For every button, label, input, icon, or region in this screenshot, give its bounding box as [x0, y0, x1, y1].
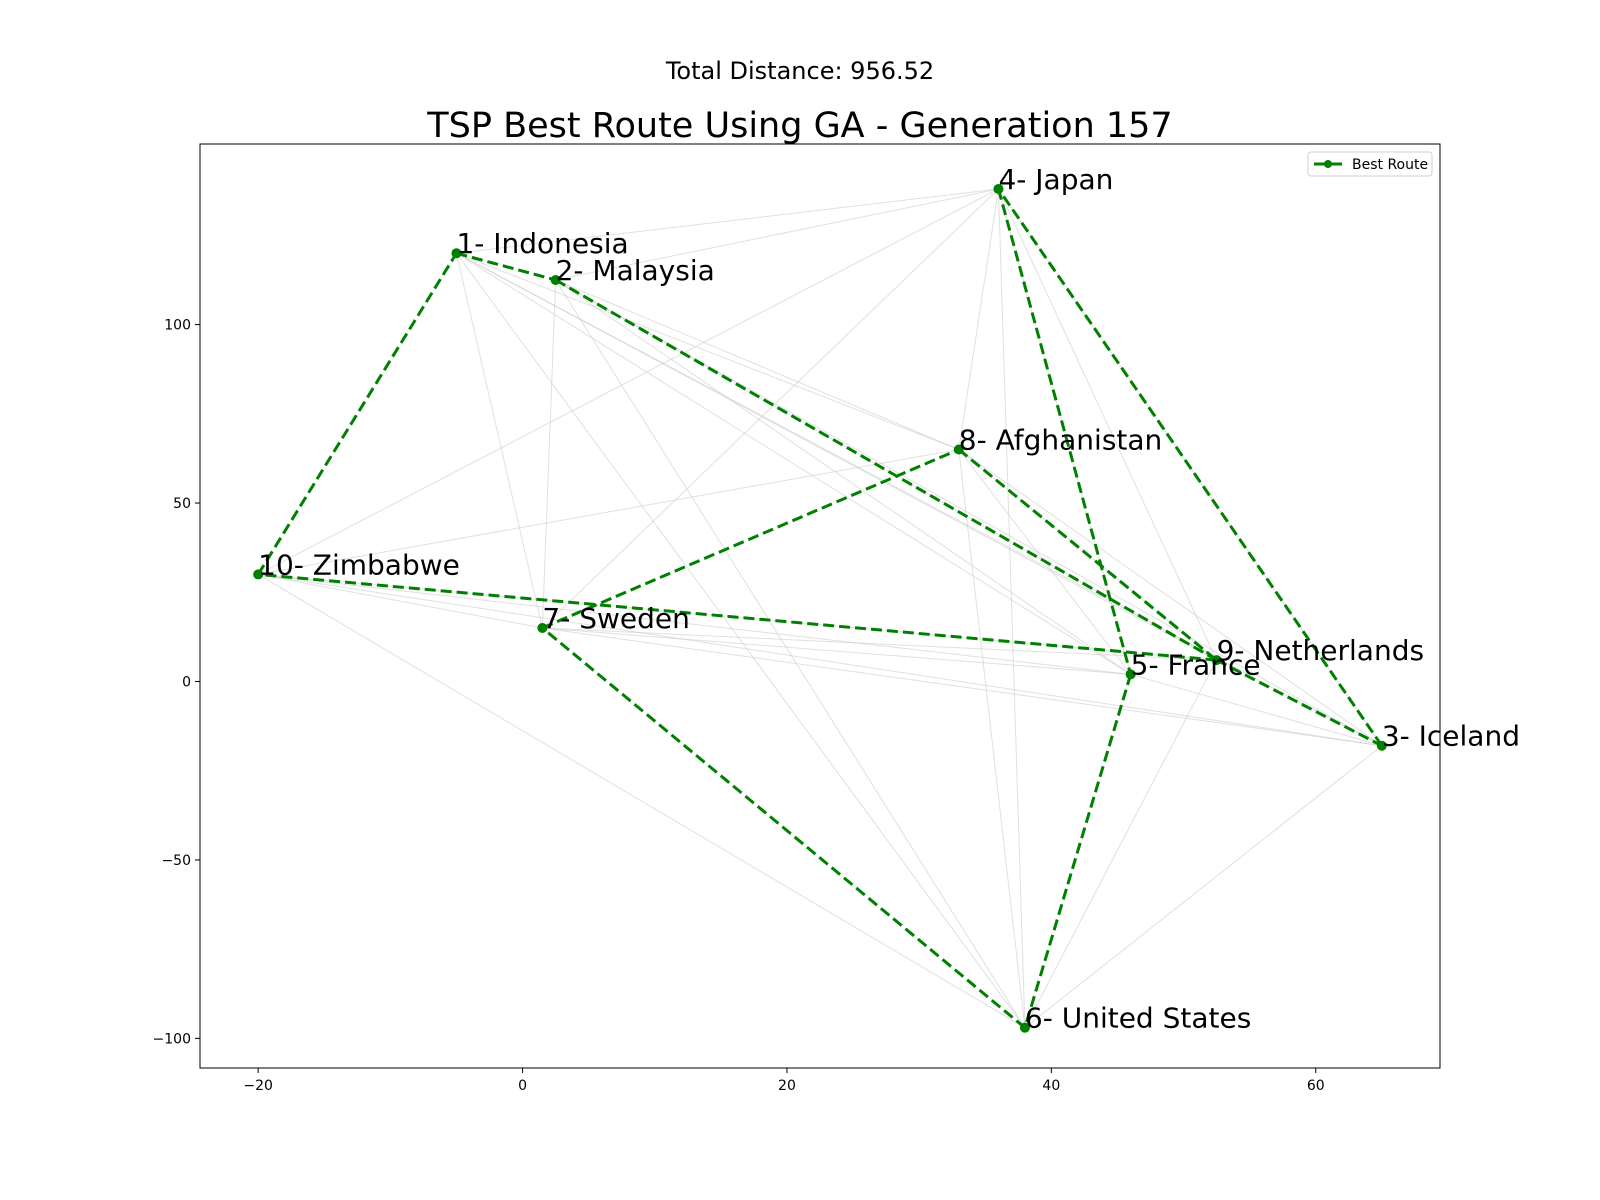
city-label: 6- United States	[1025, 1002, 1251, 1035]
legend: Best Route	[1307, 151, 1433, 177]
best-route	[253, 183, 1387, 1033]
legend-dot-marker	[1324, 160, 1332, 168]
background-edge	[958, 449, 1026, 1028]
background-edge	[542, 627, 1382, 747]
background-edge	[456, 252, 1383, 747]
route-segment	[258, 572, 1217, 662]
background-edge	[1024, 659, 1218, 1028]
background-edge	[1024, 745, 1383, 1029]
y-tick-label: 0	[182, 674, 191, 690]
chart-title: TSP Best Route Using GA - Generation 157	[426, 106, 1172, 146]
x-tick-label: 0	[518, 1078, 527, 1094]
background-edge	[998, 188, 1218, 661]
background-edge	[456, 252, 1131, 675]
city-point	[1211, 655, 1222, 666]
route-segment	[541, 626, 1026, 1029]
background-edge	[555, 188, 999, 281]
background-edge	[555, 279, 1026, 1028]
background-edges	[257, 188, 1383, 1029]
background-edge	[958, 188, 999, 450]
city-label: 9- Netherlands	[1217, 634, 1425, 667]
background-edge	[456, 188, 999, 254]
city-point	[953, 444, 964, 455]
city-label: 3- Iceland	[1382, 720, 1520, 753]
route-segment	[997, 188, 1133, 675]
city-point	[451, 248, 462, 259]
x-tick-label: 20	[778, 1078, 796, 1094]
background-edge	[456, 252, 1026, 1028]
route-segment	[997, 188, 1384, 747]
city-point	[537, 622, 548, 633]
x-tick-label: 60	[1307, 1078, 1325, 1094]
city-point	[1019, 1022, 1030, 1033]
route-segment	[541, 448, 960, 630]
background-edge	[455, 253, 543, 629]
background-edge	[258, 573, 543, 629]
city-label: 10- Zimbabwe	[258, 548, 460, 581]
background-edge	[542, 188, 999, 629]
route-segment	[456, 251, 556, 282]
background-edge	[257, 573, 1026, 1029]
route-segment	[957, 448, 1218, 662]
background-edge	[997, 188, 1026, 1028]
plot-frame	[199, 143, 1441, 1069]
city-label: 2- Malaysia	[556, 254, 715, 287]
city-point	[993, 183, 1004, 194]
background-edge	[542, 627, 1217, 661]
city-point	[253, 569, 264, 580]
y-tick-label: 100	[164, 318, 191, 334]
x-tick-label: 40	[1042, 1078, 1060, 1094]
background-edge	[258, 573, 1382, 747]
y-tick-label: 50	[173, 496, 191, 512]
y-tick-label: −50	[161, 853, 191, 869]
legend-entry-best-route: Best Route	[1352, 157, 1428, 173]
background-edge	[1130, 673, 1382, 747]
city-label: 5- France	[1131, 648, 1261, 681]
background-edge	[257, 188, 999, 575]
background-edge	[555, 279, 1131, 675]
city-label: 8- Afghanistan	[959, 424, 1163, 457]
route-segment	[256, 252, 458, 576]
background-edge	[258, 449, 959, 575]
background-edge	[456, 252, 959, 450]
background-edge	[555, 279, 959, 450]
background-edge	[258, 573, 1131, 675]
city-point	[1376, 740, 1387, 751]
city-label: 4- Japan	[998, 163, 1113, 196]
background-edge	[958, 449, 1383, 747]
city-point	[550, 274, 561, 285]
total-distance-suptitle: Total Distance: 956.52	[665, 57, 934, 85]
x-tick-label: −20	[243, 1078, 273, 1094]
background-edge	[555, 279, 1217, 661]
city-label: 1- Indonesia	[456, 227, 628, 260]
city-label: 7- Sweden	[542, 602, 689, 635]
x-axis: −20 0 20 40 60	[243, 1068, 1325, 1094]
background-edge	[542, 627, 1131, 675]
legend-box	[1307, 151, 1433, 177]
y-axis: −100 −50 0 50 100	[153, 318, 200, 1047]
y-tick-label: −100	[153, 1031, 191, 1047]
background-edge	[541, 279, 557, 628]
background-edge	[555, 279, 1383, 747]
city-point	[1125, 669, 1136, 680]
route-segment	[1023, 673, 1133, 1029]
